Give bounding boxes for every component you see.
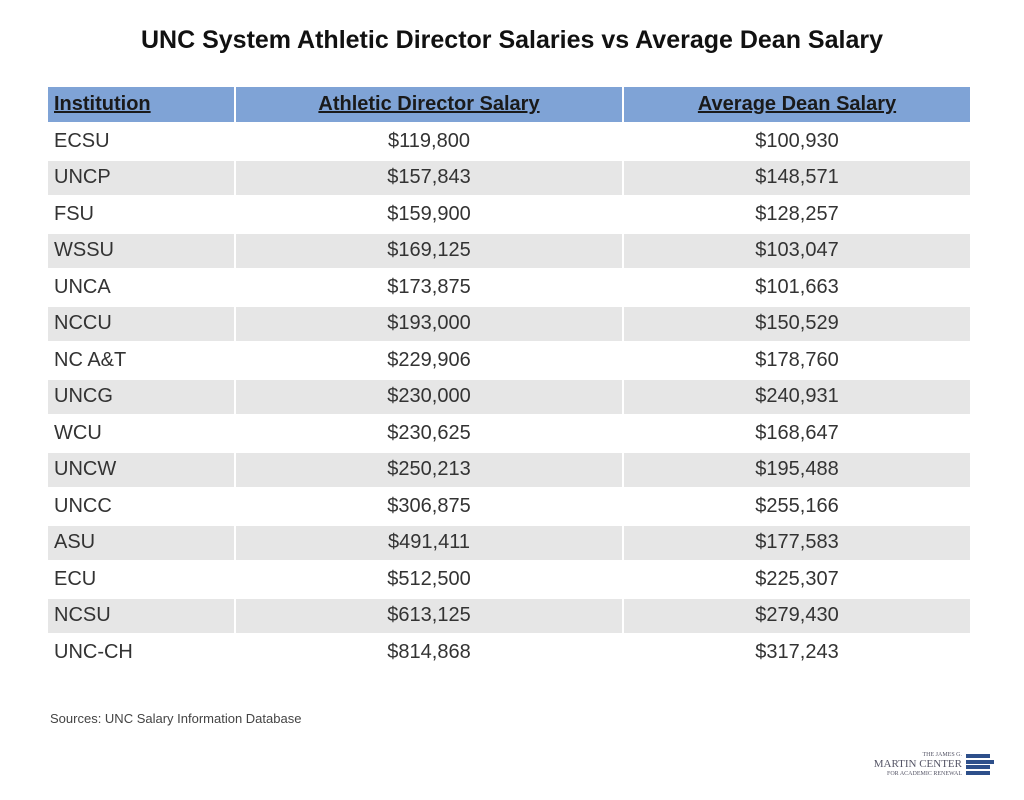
institution-cell: ECSU (48, 122, 236, 160)
table-row: FSU $159,900 $128,257 (48, 195, 970, 233)
institution-cell: UNCP (48, 158, 236, 196)
logo-line1: THE JAMES G. (922, 752, 962, 758)
average-dean-salary-cell: $128,257 (623, 195, 970, 233)
athletic-director-salary-cell: $229,906 (235, 341, 624, 379)
table-row: ASU $491,411 $177,583 (48, 523, 970, 561)
table-row: WSSU $169,125 $103,047 (48, 231, 970, 269)
athletic-director-salary-cell: $250,213 (235, 450, 624, 488)
institution-cell: WSSU (48, 231, 236, 269)
athletic-director-salary-cell: $512,500 (235, 560, 624, 598)
table-row: WCU $230,625 $168,647 (48, 414, 970, 452)
column-header: Athletic Director Salary (235, 87, 624, 123)
average-dean-salary-cell: $317,243 (623, 633, 970, 670)
institution-cell: UNC-CH (48, 633, 236, 670)
table-row: NCCU $193,000 $150,529 (48, 304, 970, 342)
athletic-director-salary-cell: $814,868 (235, 633, 624, 670)
table-row: UNCG $230,000 $240,931 (48, 377, 970, 415)
athletic-director-salary-cell: $193,000 (235, 304, 624, 342)
institution-cell: NCCU (48, 304, 236, 342)
table-row: UNCP $157,843 $148,571 (48, 158, 970, 196)
athletic-director-salary-cell: $613,125 (235, 596, 624, 634)
institution-cell: FSU (48, 195, 236, 233)
athletic-director-salary-cell: $159,900 (235, 195, 624, 233)
table-row: UNCW $250,213 $195,488 (48, 450, 970, 488)
table-row: NC A&T $229,906 $178,760 (48, 341, 970, 379)
institution-cell: NCSU (48, 596, 236, 634)
athletic-director-salary-cell: $306,875 (235, 487, 624, 525)
athletic-director-salary-cell: $491,411 (235, 523, 624, 561)
martin-center-logo: THE JAMES G. MARTIN CENTER FOR ACADEMIC … (874, 752, 994, 782)
average-dean-salary-cell: $177,583 (623, 523, 970, 561)
athletic-director-salary-cell: $173,875 (235, 268, 624, 306)
average-dean-salary-cell: $240,931 (623, 377, 970, 415)
table-row: UNCC $306,875 $255,166 (48, 487, 970, 525)
average-dean-salary-cell: $168,647 (623, 414, 970, 452)
average-dean-salary-cell: $100,930 (623, 122, 970, 160)
athletic-director-salary-cell: $119,800 (235, 122, 624, 160)
institution-cell: ASU (48, 523, 236, 561)
column-header: Institution (48, 87, 236, 123)
table-row: ECU $512,500 $225,307 (48, 560, 970, 598)
column-header: Average Dean Salary (623, 87, 970, 123)
table-row: UNC-CH $814,868 $317,243 (48, 633, 970, 670)
average-dean-salary-cell: $195,488 (623, 450, 970, 488)
average-dean-salary-cell: $225,307 (623, 560, 970, 598)
average-dean-salary-cell: $148,571 (623, 158, 970, 196)
institution-cell: UNCW (48, 450, 236, 488)
institution-cell: UNCC (48, 487, 236, 525)
average-dean-salary-cell: $255,166 (623, 487, 970, 525)
source-note: Sources: UNC Salary Information Database (50, 711, 302, 726)
athletic-director-salary-cell: $230,625 (235, 414, 624, 452)
average-dean-salary-cell: $150,529 (623, 304, 970, 342)
logo-bars-icon (966, 754, 994, 776)
institution-cell: NC A&T (48, 341, 236, 379)
logo-line3: FOR ACADEMIC RENEWAL (886, 771, 962, 777)
institution-cell: WCU (48, 414, 236, 452)
chart-title: UNC System Athletic Director Salaries vs… (140, 26, 883, 54)
athletic-director-salary-cell: $157,843 (235, 158, 624, 196)
table-row: NCSU $613,125 $279,430 (48, 596, 970, 634)
average-dean-salary-cell: $178,760 (623, 341, 970, 379)
table-row: ECSU $119,800 $100,930 (48, 122, 970, 160)
institution-cell: UNCG (48, 377, 236, 415)
logo-line2: MARTIN CENTER (873, 758, 962, 770)
salary-table: Institution Athletic Director Salary Avera… (48, 87, 970, 670)
athletic-director-salary-cell: $169,125 (235, 231, 624, 269)
average-dean-salary-cell: $101,663 (623, 268, 970, 306)
institution-cell: ECU (48, 560, 236, 598)
table-row: UNCA $173,875 $101,663 (48, 268, 970, 306)
institution-cell: UNCA (48, 268, 236, 306)
average-dean-salary-cell: $279,430 (623, 596, 970, 634)
athletic-director-salary-cell: $230,000 (235, 377, 624, 415)
average-dean-salary-cell: $103,047 (623, 231, 970, 269)
table-header-row: Institution Athletic Director Salary Avera… (48, 87, 970, 123)
